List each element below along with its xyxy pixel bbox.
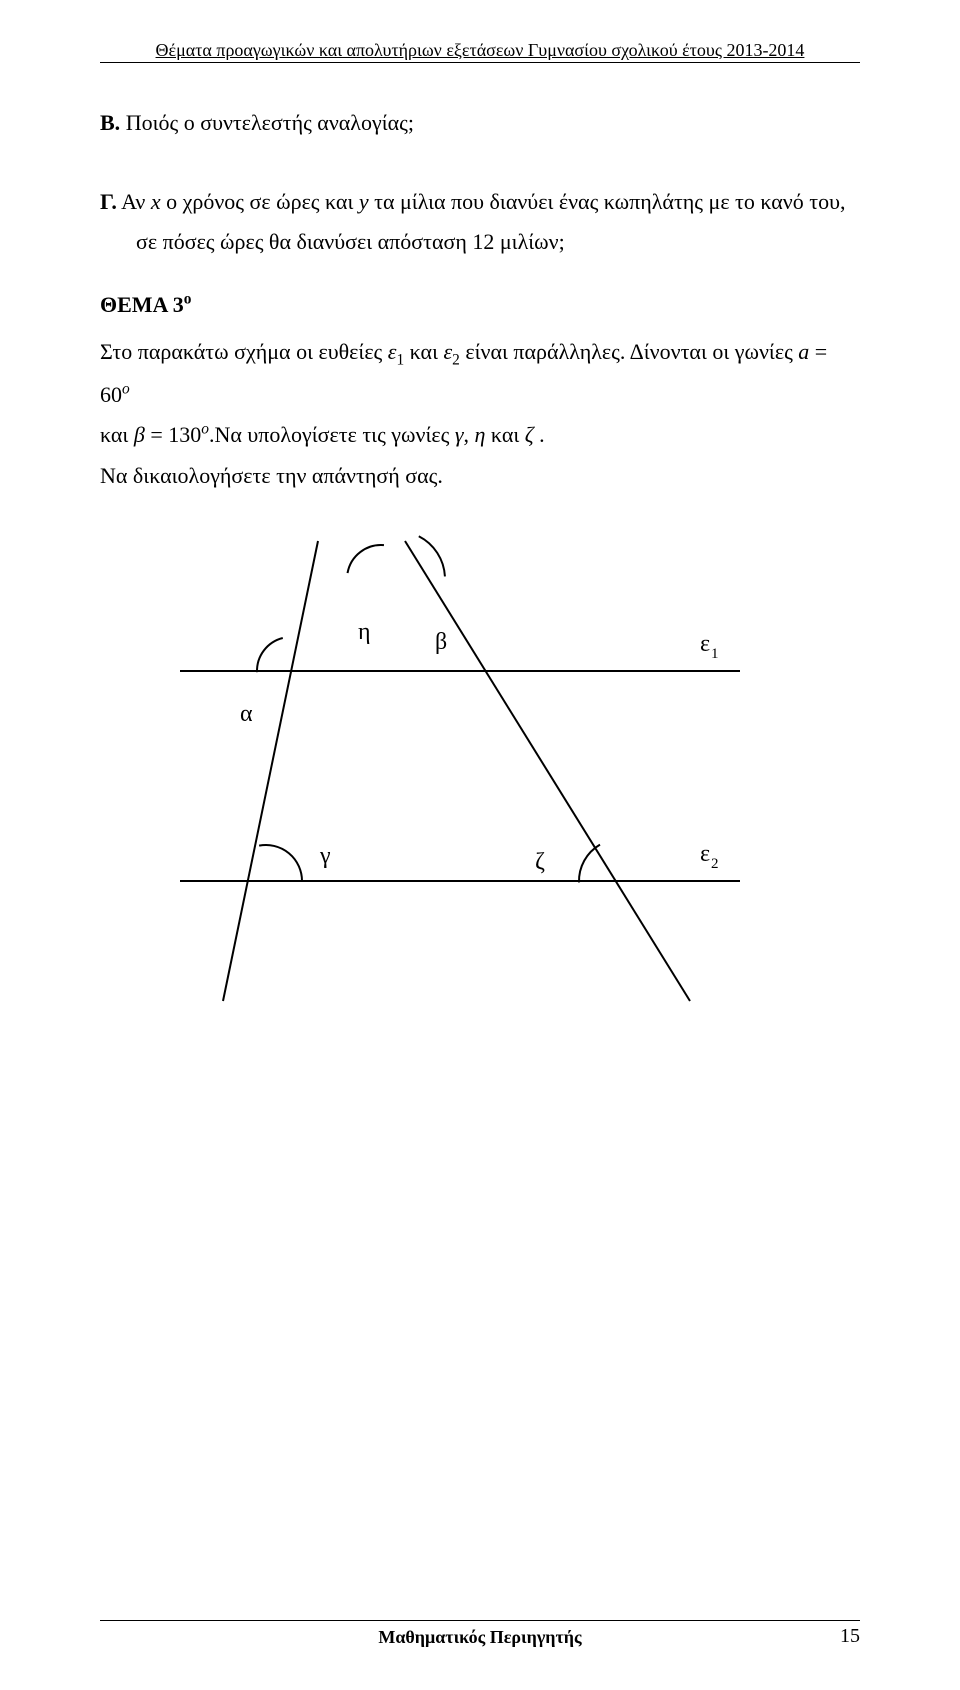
footer-text: Μαθηματικός Περιηγητής: [378, 1627, 581, 1647]
section-b-text: Ποιός ο συντελεστής αναλογίας;: [126, 110, 414, 135]
thema3-l1-post: είναι παράλληλες. Δίνονται οι γωνίες: [460, 339, 798, 364]
footer-text-wrap: Μαθηματικός Περιηγητής 15: [100, 1627, 860, 1648]
geometry-figure: ηβαγζε1ε2: [140, 511, 780, 1011]
svg-text:γ: γ: [319, 843, 331, 869]
svg-text:ε: ε: [700, 841, 710, 867]
section-b: Β. Ποιός ο συντελεστής αναλογίας;: [100, 103, 860, 144]
a-deg: ο: [122, 380, 130, 397]
svg-text:ε: ε: [700, 631, 710, 657]
thema3-l2-pre: και: [100, 422, 134, 447]
section-b-label: Β.: [100, 110, 120, 135]
var-g: γ: [455, 422, 464, 447]
b-deg: ο: [201, 421, 209, 438]
section-g-mid2: τα μίλια που διανύει ένας κωπηλάτης με τ…: [369, 189, 846, 214]
section-g-line2: σε πόσες ώρες θα διανύσει απόσταση 12 μι…: [100, 222, 860, 263]
b-val: 130: [168, 422, 201, 447]
var-h: η: [475, 422, 486, 447]
page-root: Θέματα προαγωγικών και απολυτήριων εξετά…: [0, 0, 960, 1690]
thema3-line2: και β = 130ο.Να υπολογίσετε τις γωνίες γ…: [100, 415, 860, 456]
var-x: x: [151, 189, 161, 214]
svg-text:1: 1: [711, 646, 719, 662]
svg-text:ζ: ζ: [535, 849, 545, 875]
page-number: 15: [840, 1625, 860, 1648]
svg-text:β: β: [435, 629, 447, 655]
and: και: [485, 422, 524, 447]
thema3-l1-mid: και: [404, 339, 443, 364]
section-g-line1: Γ. Αν x ο χρόνος σε ώρες και y τα μίλια …: [100, 182, 860, 223]
thema3-heading: ΘΕΜΑ 3ο: [100, 285, 860, 326]
svg-text:2: 2: [711, 856, 719, 872]
var-a: a: [798, 339, 809, 364]
dot: .: [534, 422, 545, 447]
eq2: =: [145, 422, 168, 447]
eps1-sub: 1: [396, 351, 404, 368]
page-footer: Μαθηματικός Περιηγητής 15: [100, 1620, 860, 1648]
thema3-l1-pre: Στο παρακάτω σχήμα οι ευθείες: [100, 339, 388, 364]
thema3-heading-sup: ο: [184, 291, 192, 308]
comma: ,: [464, 422, 475, 447]
footer-rule: [100, 1620, 860, 1621]
eps2-base: ε: [444, 339, 453, 364]
var-b: β: [134, 422, 145, 447]
thema3-l2-mid: .Να υπολογίσετε τις γωνίες: [209, 422, 455, 447]
var-y: y: [359, 189, 369, 214]
geometry-svg: ηβαγζε1ε2: [140, 511, 780, 1011]
thema3-heading-pre: ΘΕΜΑ 3: [100, 292, 184, 317]
spacer: [100, 162, 860, 182]
var-z: ζ: [525, 422, 534, 447]
thema3-line3: Να δικαιολογήσετε την απάντησή σας.: [100, 456, 860, 497]
section-g-label: Γ.: [100, 189, 117, 214]
page-header: Θέματα προαγωγικών και απολυτήριων εξετά…: [100, 40, 860, 61]
svg-text:η: η: [358, 619, 371, 645]
header-rule: [100, 62, 860, 63]
section-g: Γ. Αν x ο χρόνος σε ώρες και y τα μίλια …: [100, 182, 860, 263]
svg-text:α: α: [240, 701, 253, 727]
a-val: 60: [100, 382, 122, 407]
eq1: =: [809, 339, 827, 364]
body-content: Β. Ποιός ο συντελεστής αναλογίας; Γ. Αν …: [100, 103, 860, 1011]
thema3-line1: Στο παρακάτω σχήμα οι ευθείες ε1 και ε2 …: [100, 332, 860, 416]
section-g-mid1: ο χρόνος σε ώρες και: [161, 189, 359, 214]
eps2-sub: 2: [452, 351, 460, 368]
section-g-pre1: Αν: [121, 189, 151, 214]
